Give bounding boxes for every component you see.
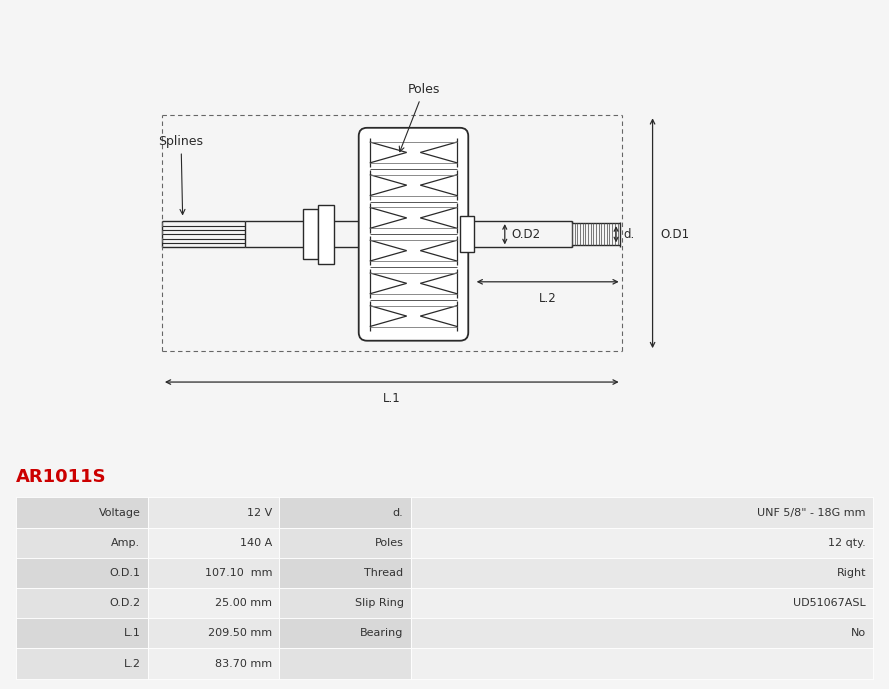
Text: Thread: Thread — [364, 568, 404, 578]
Text: 83.70 mm: 83.70 mm — [215, 659, 272, 668]
Text: Poles: Poles — [399, 83, 440, 152]
FancyBboxPatch shape — [359, 128, 469, 341]
Text: Poles: Poles — [375, 537, 404, 548]
Text: L.1: L.1 — [383, 393, 401, 405]
Text: O.D.2: O.D.2 — [109, 598, 140, 608]
Bar — [303, 209, 318, 259]
Text: 140 A: 140 A — [240, 537, 272, 548]
Text: 12 V: 12 V — [247, 508, 272, 517]
Text: d.: d. — [623, 228, 634, 240]
Text: Right: Right — [837, 568, 866, 578]
Text: UD51067ASL: UD51067ASL — [793, 598, 866, 608]
Text: L.2: L.2 — [124, 659, 140, 668]
Text: O.D1: O.D1 — [661, 228, 690, 240]
Text: Voltage: Voltage — [99, 508, 140, 517]
Text: d.: d. — [393, 508, 404, 517]
Text: O.D.1: O.D.1 — [109, 568, 140, 578]
Text: AR1011S: AR1011S — [16, 468, 107, 486]
Bar — [318, 205, 333, 264]
Bar — [460, 216, 474, 252]
Text: 107.10  mm: 107.10 mm — [204, 568, 272, 578]
Text: O.D2: O.D2 — [512, 228, 541, 240]
Text: Bearing: Bearing — [360, 628, 404, 639]
Text: Amp.: Amp. — [111, 537, 140, 548]
Text: UNF 5/8" - 18G mm: UNF 5/8" - 18G mm — [757, 508, 866, 517]
Text: Slip Ring: Slip Ring — [355, 598, 404, 608]
Text: Splines: Splines — [158, 135, 204, 214]
Text: 12 qty.: 12 qty. — [829, 537, 866, 548]
Text: L.1: L.1 — [124, 628, 140, 639]
Text: 25.00 mm: 25.00 mm — [215, 598, 272, 608]
Text: 209.50 mm: 209.50 mm — [208, 628, 272, 639]
Text: L.2: L.2 — [539, 292, 557, 305]
Text: No: No — [851, 628, 866, 639]
